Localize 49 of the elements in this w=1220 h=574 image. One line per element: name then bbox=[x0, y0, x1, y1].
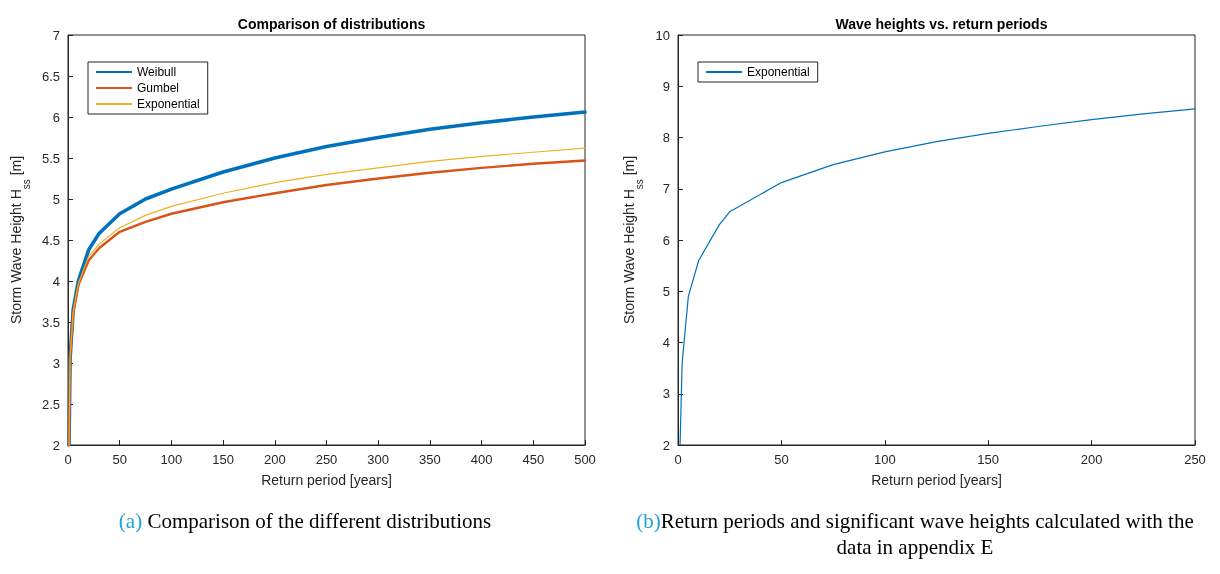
x-tick-label: 150 bbox=[977, 452, 1000, 467]
x-axis-title: Return period [years] bbox=[261, 472, 392, 488]
x-tick-label: 200 bbox=[263, 452, 286, 467]
y-tick-label: 2 bbox=[662, 437, 670, 453]
chart-title: Wave heights vs. return periods bbox=[835, 16, 1048, 32]
chart-title: Comparison of distributions bbox=[237, 16, 426, 32]
text: (a) Comparison of the different distributions bbox=[117, 508, 493, 534]
y-tick-label: 3 bbox=[52, 355, 60, 371]
x-tick-label: 250 bbox=[1184, 452, 1206, 467]
x-tick-label: 300 bbox=[367, 452, 390, 467]
y-tick-label: 5.5 bbox=[41, 150, 60, 166]
y-tick-label: 5 bbox=[52, 191, 60, 207]
y-axis-title: Storm Wave Height Hss [m] bbox=[8, 155, 32, 325]
x-axis-title: Return period [years] bbox=[871, 472, 1002, 488]
y-tick-label: 7 bbox=[52, 27, 60, 43]
x-tick-label: 50 bbox=[112, 452, 127, 467]
y-tick-label: 9 bbox=[662, 78, 670, 94]
x-tick-label: 250 bbox=[315, 452, 338, 467]
legend-label: Exponential bbox=[747, 65, 810, 79]
x-tick-label: 450 bbox=[522, 452, 545, 467]
y-tick-label: 8 bbox=[662, 130, 670, 145]
legend-label: Gumbel bbox=[137, 81, 180, 95]
y-tick-label: 4 bbox=[662, 335, 670, 350]
y-tick-label: 10 bbox=[655, 27, 670, 43]
y-tick-label: 3 bbox=[662, 386, 670, 402]
y-tick-label: 4.5 bbox=[41, 232, 60, 248]
x-tick-label: 350 bbox=[419, 452, 441, 467]
y-tick-label: 6.5 bbox=[41, 68, 60, 84]
text: (b)Return periods and significant wave heights calculated with the data in appendix E bbox=[635, 508, 1195, 560]
y-tick-label: 2.5 bbox=[41, 396, 60, 412]
y-tick-label: 6 bbox=[662, 232, 670, 248]
legend-label: Weibull bbox=[137, 65, 177, 79]
x-tick-label: 500 bbox=[574, 452, 596, 467]
x-tick-label: 400 bbox=[470, 452, 493, 467]
x-tick-label: 0 bbox=[64, 452, 72, 467]
y-tick-label: 4 bbox=[52, 273, 60, 289]
x-tick-label: 50 bbox=[774, 452, 789, 467]
y-tick-label: 2 bbox=[52, 437, 60, 453]
y-tick-label: 7 bbox=[662, 181, 670, 197]
legend-label: Exponential bbox=[137, 97, 200, 111]
y-axis-title: Storm Wave Height Hss [m] bbox=[621, 155, 645, 325]
x-tick-label: 0 bbox=[674, 452, 682, 467]
x-tick-label: 150 bbox=[212, 452, 234, 467]
x-tick-label: 100 bbox=[873, 452, 896, 467]
y-tick-label: 3.5 bbox=[41, 314, 60, 330]
y-tick-label: 6 bbox=[52, 109, 60, 125]
x-tick-label: 100 bbox=[160, 452, 183, 467]
x-tick-label: 200 bbox=[1080, 452, 1103, 467]
y-tick-label: 5 bbox=[662, 283, 670, 299]
